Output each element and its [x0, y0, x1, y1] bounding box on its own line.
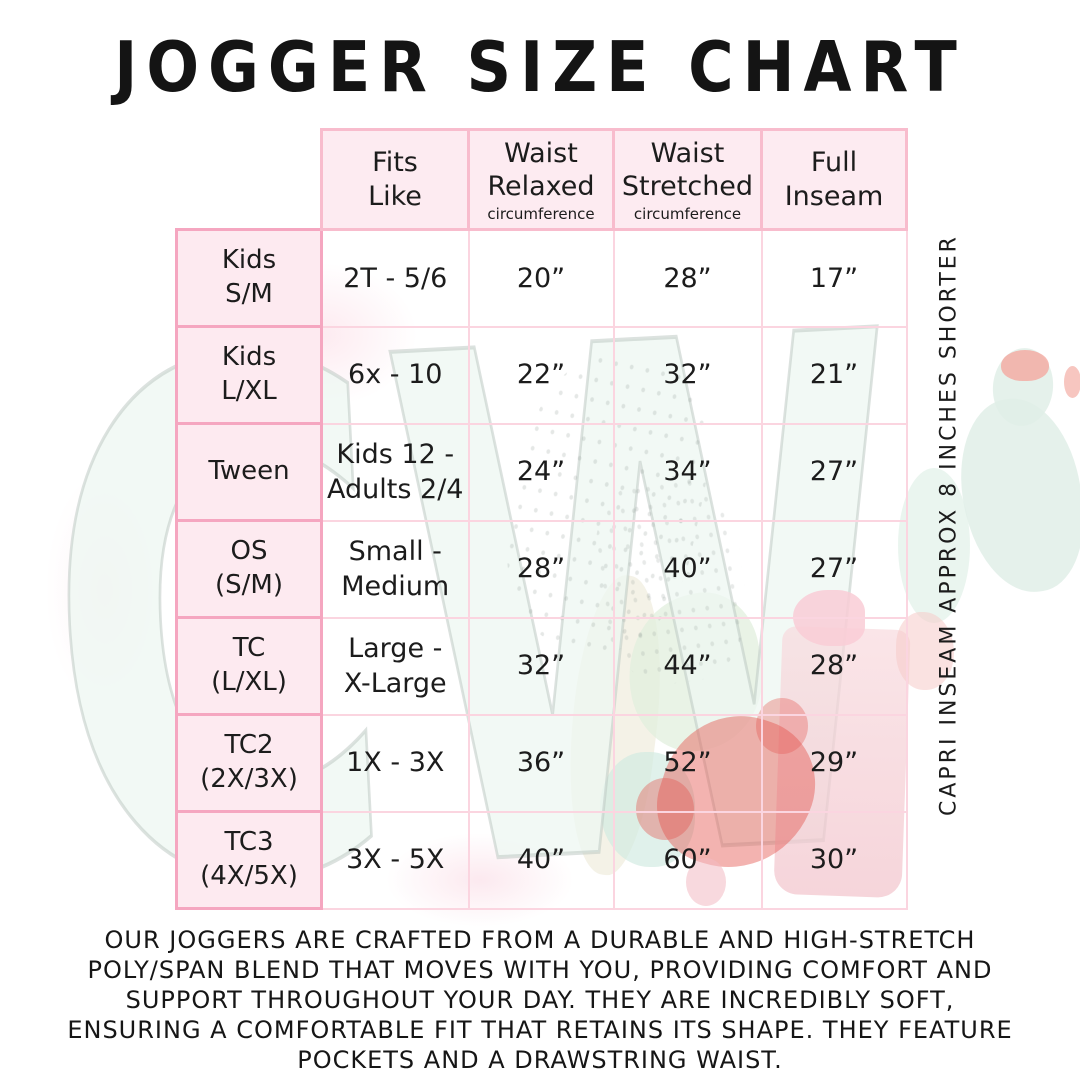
- table-row: Tween Kids 12 - Adults 2/4 24” 34” 27”: [175, 422, 908, 522]
- cactus-pad-blob: [898, 468, 970, 623]
- waist-relaxed-cell: 36”: [467, 713, 615, 813]
- column-header-waist-stretched: Waist Stretched circumference: [612, 128, 763, 231]
- waist-stretched-cell: 34”: [612, 422, 763, 522]
- waist-relaxed-cell: 20”: [467, 228, 615, 328]
- fits-like-cell: 3X - 5X: [320, 810, 470, 910]
- full-inseam-cell: 28”: [760, 616, 908, 716]
- row-label-kids-lxl: Kids L/XL: [175, 325, 323, 425]
- fits-like-cell: Small - Medium: [320, 519, 470, 619]
- waist-stretched-cell: 52”: [612, 713, 763, 813]
- column-header-label: Fits Like: [368, 146, 422, 212]
- full-inseam-cell: 29”: [760, 713, 908, 813]
- cactus-flower-blob: [1001, 350, 1049, 381]
- fits-like-cell: 6x - 10: [320, 325, 470, 425]
- page-title: JOGGER SIZE CHART: [114, 26, 966, 108]
- fits-like-cell: Kids 12 - Adults 2/4: [320, 422, 470, 522]
- waist-relaxed-cell: 40”: [467, 810, 615, 910]
- waist-stretched-cell: 28”: [612, 228, 763, 328]
- header-row: Fits Like Waist Relaxed circumference Wa…: [177, 128, 908, 231]
- table-row: TC2 (2X/3X) 1X - 3X 36” 52” 29”: [175, 713, 908, 813]
- table-row: TC (L/XL) Large - X-Large 32” 44” 28”: [175, 616, 908, 716]
- row-label-tc-lxl: TC (L/XL): [175, 616, 323, 716]
- waist-stretched-cell: 40”: [612, 519, 763, 619]
- full-inseam-cell: 27”: [760, 422, 908, 522]
- column-header-label: Waist Stretched: [621, 137, 754, 203]
- waist-relaxed-cell: 28”: [467, 519, 615, 619]
- full-inseam-cell: 30”: [760, 810, 908, 910]
- fits-like-cell: Large - X-Large: [320, 616, 470, 716]
- column-header-label: Full Inseam: [784, 146, 884, 212]
- table-row: TC3 (4X/5X) 3X - 5X 40” 60” 30”: [175, 810, 908, 910]
- column-header-subtext: circumference: [633, 205, 742, 223]
- row-label-tc2-2x3x: TC2 (2X/3X): [175, 713, 323, 813]
- fits-like-cell: 1X - 3X: [320, 713, 470, 813]
- waist-relaxed-cell: 32”: [467, 616, 615, 716]
- fits-like-cell: 2T - 5/6: [320, 228, 470, 328]
- full-inseam-cell: 17”: [760, 228, 908, 328]
- waist-stretched-cell: 44”: [612, 616, 763, 716]
- corner-cell: [177, 130, 322, 230]
- column-header-waist-relaxed: Waist Relaxed circumference: [467, 128, 615, 231]
- size-chart-table: Fits Like Waist Relaxed circumference Wa…: [175, 128, 908, 910]
- product-description: OUR JOGGERS ARE CRAFTED FROM A DURABLE A…: [67, 926, 1013, 1074]
- column-header-label: Waist Relaxed: [487, 137, 595, 203]
- waist-relaxed-cell: 24”: [467, 422, 615, 522]
- edge-petal-blob: [1064, 366, 1080, 398]
- row-label-tween: Tween: [175, 422, 323, 522]
- row-label-kids-sm: Kids S/M: [175, 228, 323, 328]
- full-inseam-cell: 27”: [760, 519, 908, 619]
- capri-inseam-note: CAPRI INSEAM APPROX 8 INCHES SHORTER: [936, 234, 962, 816]
- row-label-tc3-4x5x: TC3 (4X/5X): [175, 810, 323, 910]
- column-header-full-inseam: Full Inseam: [760, 128, 908, 231]
- waist-stretched-cell: 32”: [612, 325, 763, 425]
- table-row: Kids L/XL 6x - 10 22” 32” 21”: [175, 325, 908, 425]
- waist-relaxed-cell: 22”: [467, 325, 615, 425]
- pink-mist-blob: [20, 420, 190, 760]
- column-header-fits-like: Fits Like: [320, 128, 470, 231]
- table-row: OS (S/M) Small - Medium 28” 40” 27”: [175, 519, 908, 619]
- row-label-os-sm: OS (S/M): [175, 519, 323, 619]
- waist-stretched-cell: 60”: [612, 810, 763, 910]
- column-header-subtext: circumference: [487, 205, 595, 223]
- table-row: Kids S/M 2T - 5/6 20” 28” 17”: [175, 228, 908, 328]
- full-inseam-cell: 21”: [760, 325, 908, 425]
